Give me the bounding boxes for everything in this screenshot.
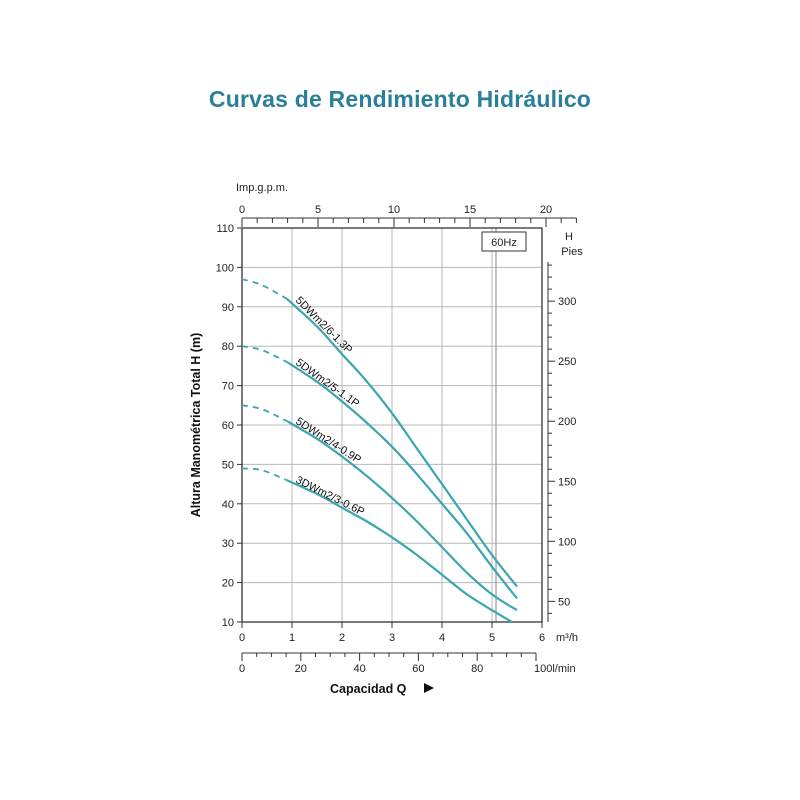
y-tick-label: 110 xyxy=(216,223,234,235)
x-tick-label: 5 xyxy=(489,632,495,644)
x-tick-label: 1 xyxy=(289,632,295,644)
y-tick-label: 40 xyxy=(222,499,234,511)
top-tick-label: 0 xyxy=(239,204,245,216)
curve-dashed-segment xyxy=(241,278,288,300)
y-tick-label: 90 xyxy=(222,302,234,314)
frequency-label: 60Hz xyxy=(491,237,517,249)
y-tick-label: 50 xyxy=(222,459,234,471)
y-tick-label: 30 xyxy=(222,538,234,550)
top-tick-label: 5 xyxy=(315,204,321,216)
y-tick-label: 80 xyxy=(222,341,234,353)
y-tick-label: 60 xyxy=(222,420,234,432)
x-tick-label: 3 xyxy=(389,632,395,644)
right-tick-label: 300 xyxy=(558,296,576,308)
y-tick-label: 20 xyxy=(222,578,234,590)
right-tick-label: 250 xyxy=(558,356,576,368)
top-tick-label: 10 xyxy=(388,204,400,216)
curve-label: 3DWm2/3-0.6P xyxy=(294,474,367,518)
lmin-tick-label: 20 xyxy=(295,663,307,675)
frequency-box xyxy=(481,231,527,252)
curve-dashed-segment xyxy=(241,467,288,482)
top-axis-title: Imp.g.p.m. xyxy=(236,182,288,194)
x-tick-label: 6 xyxy=(539,632,545,644)
curve-label: 5DWm2/6-1.3P xyxy=(293,295,355,357)
x-tick-label: 2 xyxy=(339,632,345,644)
top-tick-label: 15 xyxy=(464,204,476,216)
page-title: Curvas de Rendimiento Hidráulico xyxy=(208,86,592,112)
lmin-last-label: 100l/min xyxy=(534,663,576,675)
y-tick-label: 70 xyxy=(222,381,234,393)
top-tick-label: 20 xyxy=(540,204,552,216)
curve-line xyxy=(286,479,513,623)
curve-line xyxy=(286,361,518,600)
capacity-arrow-icon xyxy=(424,683,434,693)
lmin-tick-label: 80 xyxy=(471,663,483,675)
right-tick-label: 100 xyxy=(558,536,576,548)
right-tick-label: 50 xyxy=(558,596,570,608)
x-tick-label: 4 xyxy=(439,632,445,644)
curve-dashed-segment xyxy=(241,404,288,422)
x-axis-unit: m³/h xyxy=(556,632,578,644)
x-axis-title: Capacidad Q xyxy=(330,682,407,696)
right-tick-label: 200 xyxy=(558,416,576,428)
right-axis-title: H xyxy=(565,231,573,243)
curve-line xyxy=(286,298,518,588)
right-axis-unit: Pies xyxy=(561,246,583,258)
lmin-tick-label: 0 xyxy=(239,663,245,675)
x-tick-label: 0 xyxy=(239,632,245,644)
lmin-tick-label: 60 xyxy=(412,663,424,675)
performance-curves xyxy=(241,278,518,623)
y-tick-label: 100 xyxy=(216,262,234,274)
y-tick-label: 10 xyxy=(222,617,234,629)
curve-labels: 5DWm2/6-1.3P5DWm2/5-1.1P5DWm2/4-0.9P3DWm… xyxy=(293,295,366,519)
right-tick-label: 150 xyxy=(558,476,576,488)
lmin-tick-label: 40 xyxy=(353,663,365,675)
curve-line xyxy=(286,420,518,612)
y-axis-title: Altura Manométrica Total H (m) xyxy=(189,333,203,518)
curve-dashed-segment xyxy=(241,345,288,363)
curve-label: 5DWm2/4-0.9P xyxy=(293,415,363,466)
